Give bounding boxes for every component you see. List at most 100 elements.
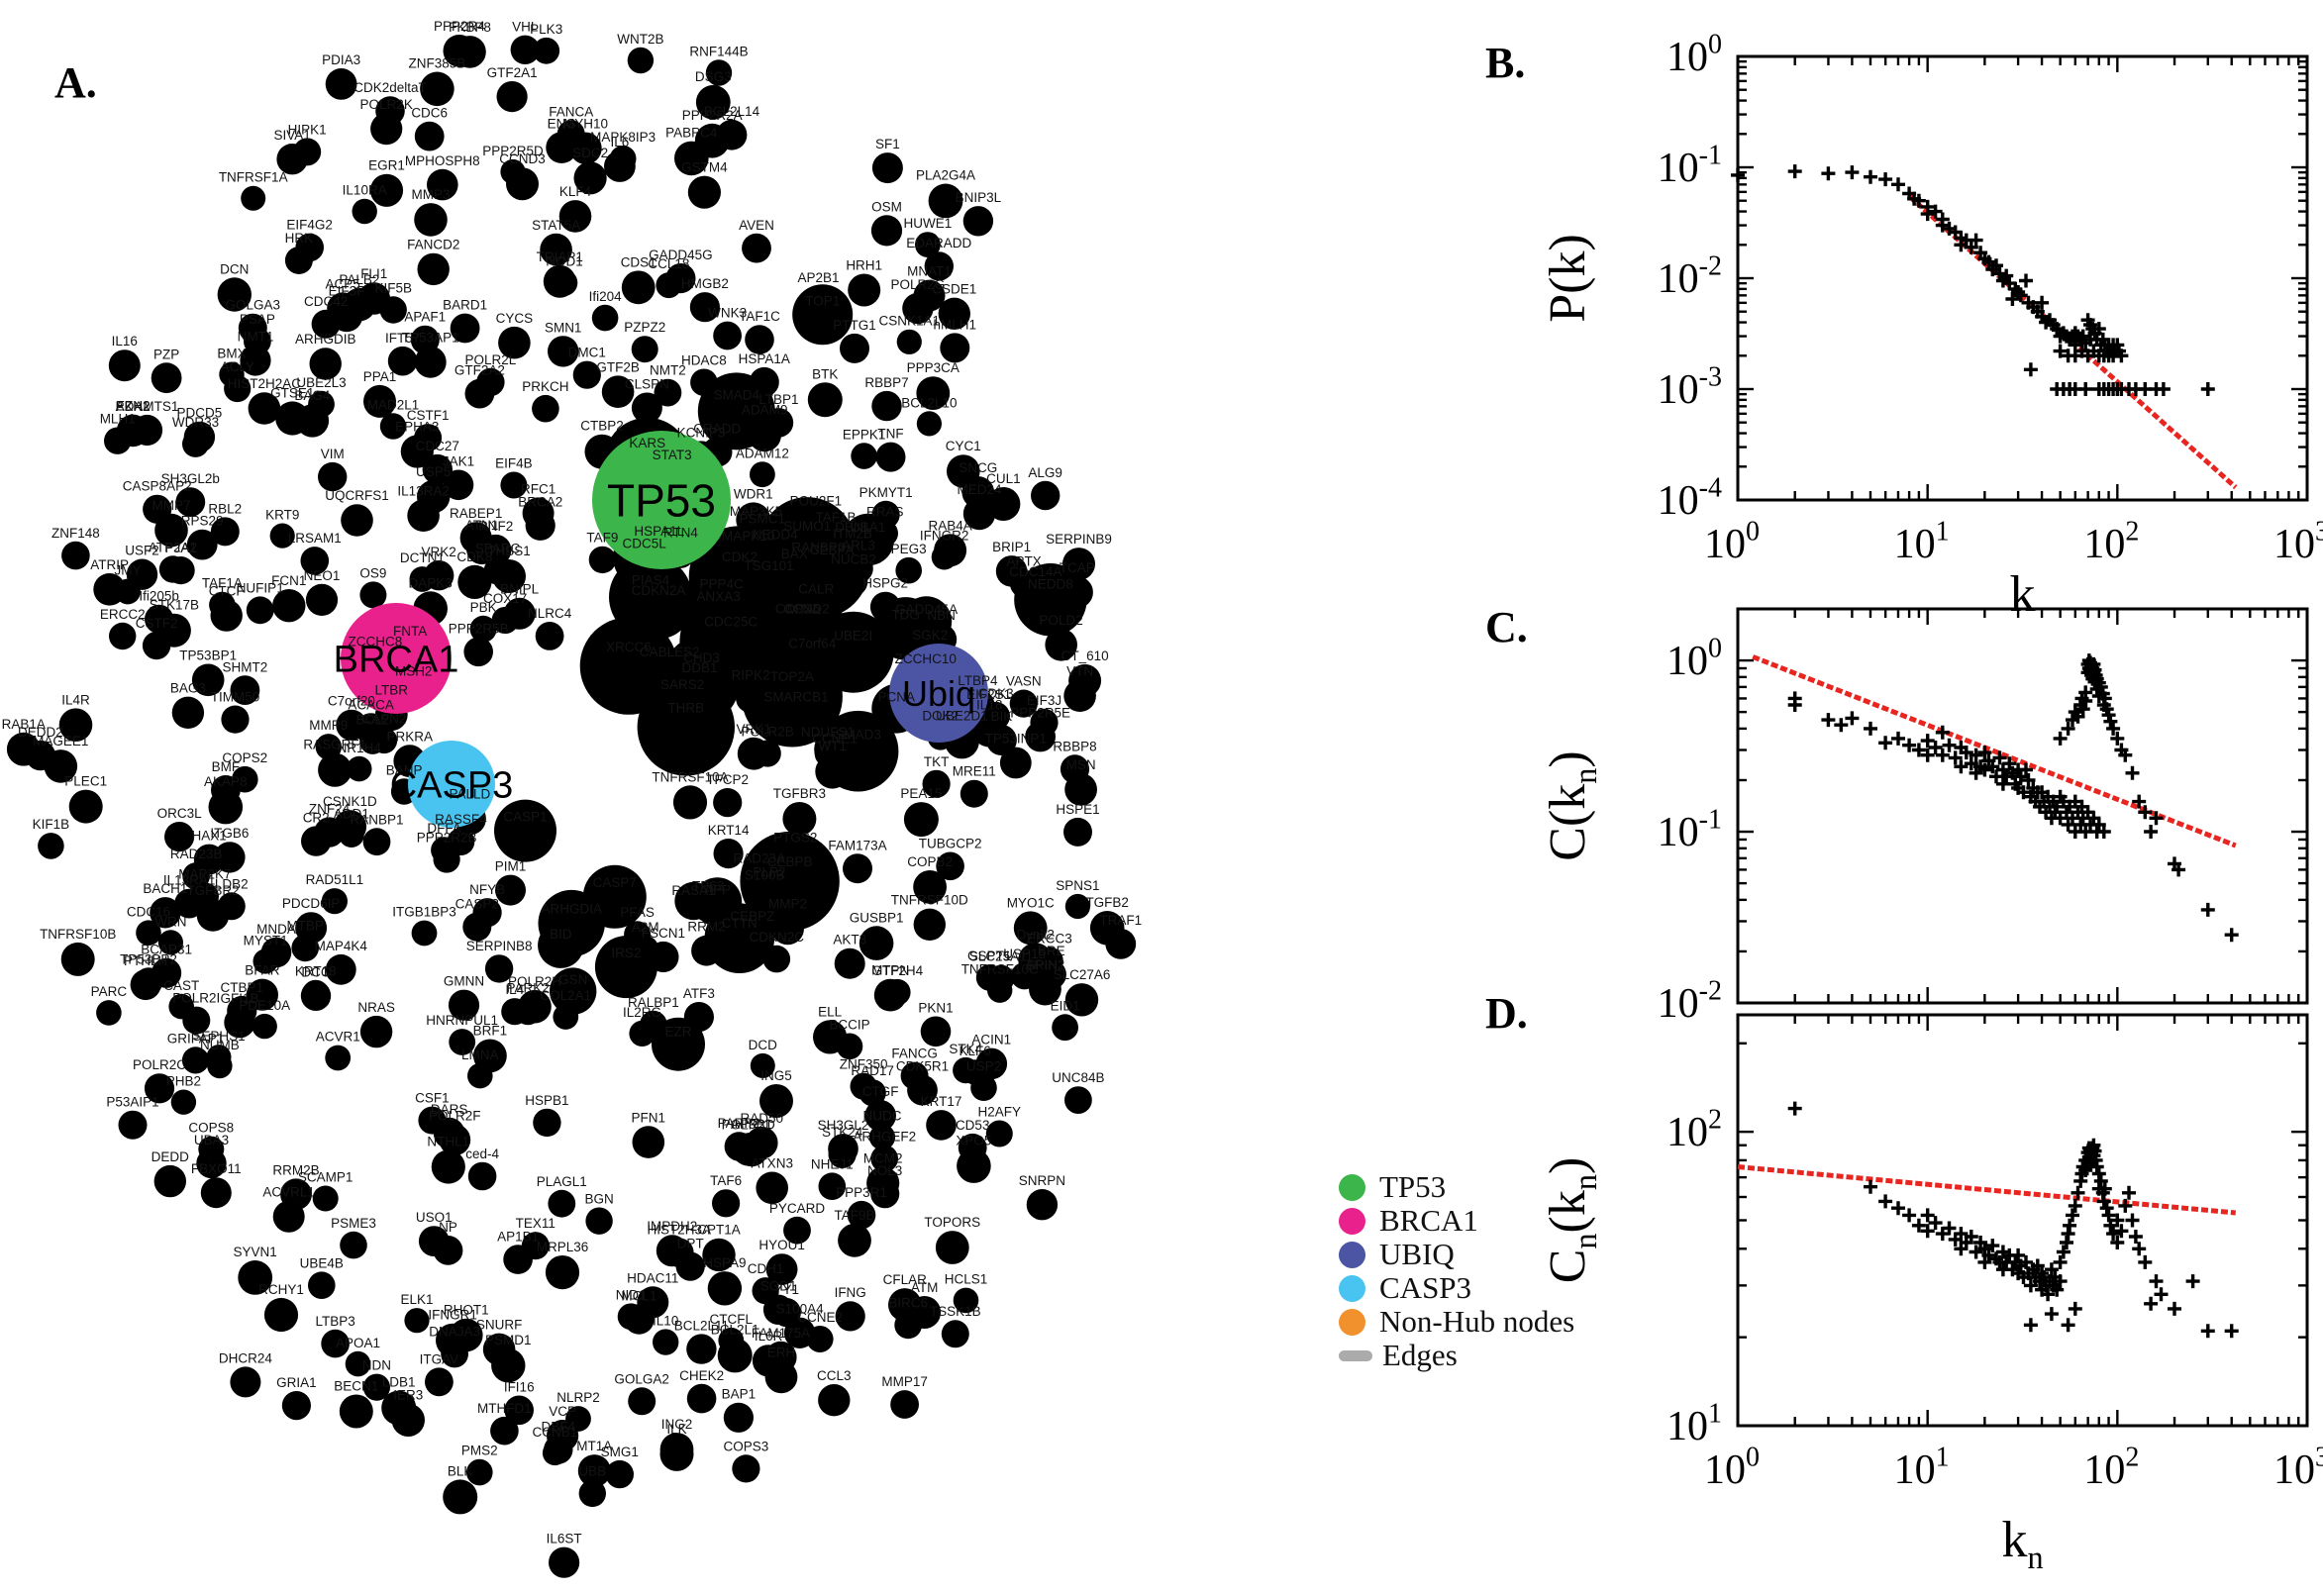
svg-text:EZH2: EZH2: [116, 399, 151, 414]
svg-text:NMT1: NMT1: [238, 329, 274, 344]
svg-text:THRB: THRB: [667, 701, 704, 716]
svg-text:USP2: USP2: [966, 1058, 1001, 1073]
svg-text:VIM: VIM: [321, 447, 345, 461]
svg-text:100: 100: [1666, 633, 1722, 684]
svg-text:MCL1: MCL1: [621, 1288, 656, 1303]
svg-text:CDK8: CDK8: [456, 549, 492, 564]
svg-text:GTSE1: GTSE1: [270, 385, 314, 400]
svg-text:HAX1: HAX1: [192, 829, 227, 844]
svg-text:MCM2: MCM2: [863, 1150, 903, 1165]
svg-text:AP3B1: AP3B1: [731, 1117, 772, 1132]
svg-text:PSAP: PSAP: [240, 312, 275, 327]
svg-text:ITM2B: ITM2B: [833, 527, 872, 542]
svg-text:CCL3: CCL3: [817, 1368, 852, 1383]
svg-text:CASP3: CASP3: [390, 765, 514, 807]
svg-text:BID: BID: [550, 927, 572, 942]
svg-text:TOP1: TOP1: [805, 294, 840, 309]
svg-text:GRIPAP1: GRIPAP1: [167, 1031, 225, 1046]
svg-text:LTBP3: LTBP3: [315, 1314, 354, 1329]
svg-text:AVEN: AVEN: [739, 218, 774, 233]
svg-text:APTX: APTX: [1006, 554, 1041, 569]
svg-text:STK17B: STK17B: [150, 598, 199, 613]
svg-text:COPS3: COPS3: [724, 1439, 769, 1453]
svg-text:NP: NP: [439, 1220, 457, 1235]
svg-text:GOLGA3: GOLGA3: [226, 298, 281, 313]
svg-text:EIF4G2: EIF4G2: [286, 218, 333, 233]
svg-text:RNF2: RNF2: [478, 519, 513, 534]
svg-text:TGFBR3: TGFBR3: [773, 786, 826, 801]
svg-text:KARS: KARS: [629, 436, 665, 450]
svg-text:HSPB1: HSPB1: [525, 1093, 568, 1108]
svg-text:KLF4: KLF4: [559, 184, 592, 199]
svg-text:MAP3K5: MAP3K5: [730, 504, 782, 519]
svg-text:IMPDH2: IMPDH2: [647, 1219, 697, 1234]
svg-text:CR2: CR2: [303, 810, 330, 825]
casp3-hub-node: [408, 741, 495, 828]
svg-text:ALG9: ALG9: [1028, 465, 1062, 480]
svg-text:FANCA: FANCA: [549, 104, 593, 119]
svg-text:103: 103: [2273, 1442, 2323, 1493]
svg-text:WNK3: WNK3: [708, 306, 747, 321]
svg-text:HSPA1A: HSPA1A: [739, 351, 790, 366]
svg-text:SMAD4: SMAD4: [714, 388, 760, 403]
svg-text:BCL2: BCL2: [356, 713, 390, 728]
svg-text:PLP2: PLP2: [753, 864, 785, 879]
legend-row-casp3: CASP3: [1339, 1270, 1574, 1305]
svg-text:CPT1A: CPT1A: [697, 1223, 741, 1238]
svg-text:SOD1: SOD1: [760, 1279, 797, 1294]
scatter-points-C: [1787, 653, 2239, 943]
svg-text:PPP3R1: PPP3R1: [836, 1185, 887, 1200]
svg-text:CCND3: CCND3: [499, 151, 546, 166]
svg-text:CCNB1: CCNB1: [533, 1425, 578, 1440]
svg-text:WDR33: WDR33: [172, 415, 219, 430]
svg-text:EPHA3: EPHA3: [395, 419, 439, 434]
svg-text:CALR: CALR: [798, 581, 834, 596]
svg-text:VASN: VASN: [1006, 673, 1042, 688]
svg-text:PRKRA: PRKRA: [387, 729, 434, 744]
svg-text:MED24: MED24: [957, 482, 1002, 497]
brca1-hub-swatch-icon: [1339, 1207, 1365, 1235]
svg-text:RALBP1: RALBP1: [628, 995, 679, 1010]
svg-text:MNAT1: MNAT1: [907, 264, 952, 279]
svg-text:RANBP1: RANBP1: [350, 812, 403, 827]
svg-text:MPHOSPH8: MPHOSPH8: [405, 153, 480, 168]
svg-text:NUCB2: NUCB2: [831, 552, 876, 567]
svg-text:AKAP8: AKAP8: [204, 774, 248, 789]
svg-text:EIF2S1: EIF2S1: [966, 687, 1011, 702]
svg-text:MAPK10: MAPK10: [722, 529, 774, 544]
svg-text:NLRC4: NLRC4: [528, 606, 572, 621]
svg-text:ATRIP: ATRIP: [90, 557, 129, 572]
svg-text:RBBP7: RBBP7: [864, 375, 908, 390]
svg-text:BFAR: BFAR: [245, 963, 280, 978]
svg-text:P(k): P(k): [1540, 234, 1596, 323]
svg-text:NR1H4: NR1H4: [338, 741, 382, 755]
svg-text:IL6R: IL6R: [755, 1329, 783, 1344]
svg-text:UBB: UBB: [578, 1464, 606, 1479]
svg-text:BCL2L10: BCL2L10: [901, 395, 957, 410]
svg-text:DNAJA3: DNAJA3: [429, 1325, 480, 1340]
svg-text:ACVRL1: ACVRL1: [262, 1185, 315, 1200]
svg-text:kn: kn: [2001, 1512, 2043, 1575]
svg-text:MMP2: MMP2: [768, 896, 807, 911]
svg-text:OS9: OS9: [359, 565, 386, 580]
svg-text:AP2B1: AP2B1: [797, 270, 839, 285]
svg-text:TGFBR2: TGFBR2: [186, 883, 239, 898]
svg-text:TRIAP1: TRIAP1: [537, 249, 583, 264]
svg-text:TAF1B: TAF1B: [815, 510, 856, 525]
legend-row-ubiq: UBIQ: [1339, 1237, 1574, 1271]
svg-text:CTTN: CTTN: [722, 916, 758, 931]
svg-text:PIM1: PIM1: [495, 859, 527, 874]
svg-text:KRT14: KRT14: [708, 823, 750, 838]
svg-text:PALB2: PALB2: [339, 272, 379, 287]
svg-text:CFLAR: CFLAR: [883, 1272, 928, 1287]
svg-text:PLEC1: PLEC1: [64, 774, 107, 789]
svg-text:VRK2: VRK2: [422, 545, 456, 559]
svg-text:NDN: NDN: [362, 1358, 391, 1373]
svg-text:NEDD8: NEDD8: [1028, 577, 1073, 592]
svg-text:TOPORS: TOPORS: [924, 1215, 980, 1230]
svg-text:NRAS: NRAS: [357, 1000, 395, 1015]
svg-text:DFFA: DFFA: [427, 821, 461, 836]
svg-text:PDCD6IP: PDCD6IP: [282, 896, 341, 911]
